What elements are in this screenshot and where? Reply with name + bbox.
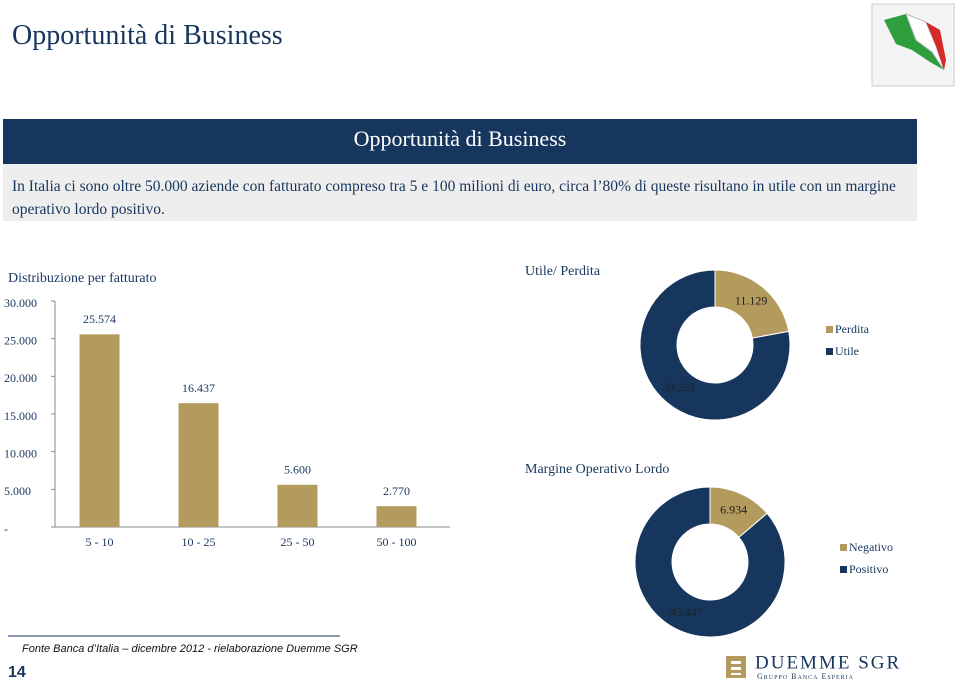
y-tick-label: 15.000 [4, 409, 37, 423]
y-tick-label: 10.000 [4, 446, 37, 460]
source-note: Fonte Banca d’Italia – dicembre 2012 - r… [22, 643, 358, 655]
chart-title: Distribuzione per fatturato [8, 271, 157, 286]
value-label: 43.447 [670, 605, 703, 619]
bar [178, 403, 219, 527]
flag-icon [871, 3, 955, 87]
legend-swatch [840, 544, 847, 551]
logo-sub: Gruppo Banca Esperia [757, 672, 854, 681]
chart-title: Utile/ Perdita [525, 264, 601, 279]
x-tick-label: 50 - 100 [377, 535, 417, 549]
chart-title: Margine Operativo Lordo [525, 462, 669, 477]
legend-swatch [840, 566, 847, 573]
y-tick-label: 25.000 [4, 333, 37, 347]
donut-segment [634, 486, 786, 638]
legend-label: Positivo [849, 562, 888, 576]
bar [79, 334, 120, 527]
legend-swatch [826, 326, 833, 333]
page-number: 14 [8, 664, 26, 681]
value-label: 5.600 [284, 463, 311, 477]
banner-bg [3, 119, 917, 164]
value-label: 16.437 [182, 381, 215, 395]
y-tick-label: 30.000 [4, 296, 37, 310]
x-tick-label: 5 - 10 [86, 535, 114, 549]
logo-mark [726, 656, 746, 678]
banner-title: Opportunità di Business [354, 126, 567, 151]
legend-label: Utile [835, 344, 859, 358]
y-tick-label: 5.000 [4, 484, 31, 498]
x-tick-label: 25 - 50 [281, 535, 315, 549]
x-tick-label: 10 - 25 [182, 535, 216, 549]
legend-label: Perdita [835, 322, 870, 336]
y-tick-label: 20.000 [4, 371, 37, 385]
y-tick-label: - [4, 522, 8, 536]
value-label: 39.252 [662, 380, 695, 394]
value-label: 11.129 [735, 293, 768, 307]
logo: DUEMME SGR [755, 652, 901, 673]
banner-text: In Italia ci sono oltre 50.000 aziende c… [12, 178, 896, 218]
bar [277, 484, 318, 527]
legend-label: Negativo [849, 540, 893, 554]
value-label: 25.574 [83, 312, 116, 326]
value-label: 6.934 [720, 502, 747, 516]
legend-swatch [826, 348, 833, 355]
banner-text-bg [3, 164, 917, 221]
page-title: Opportunità di Business [12, 20, 283, 51]
donut-segment [639, 269, 791, 421]
bar [376, 506, 417, 527]
value-label: 2.770 [383, 484, 410, 498]
